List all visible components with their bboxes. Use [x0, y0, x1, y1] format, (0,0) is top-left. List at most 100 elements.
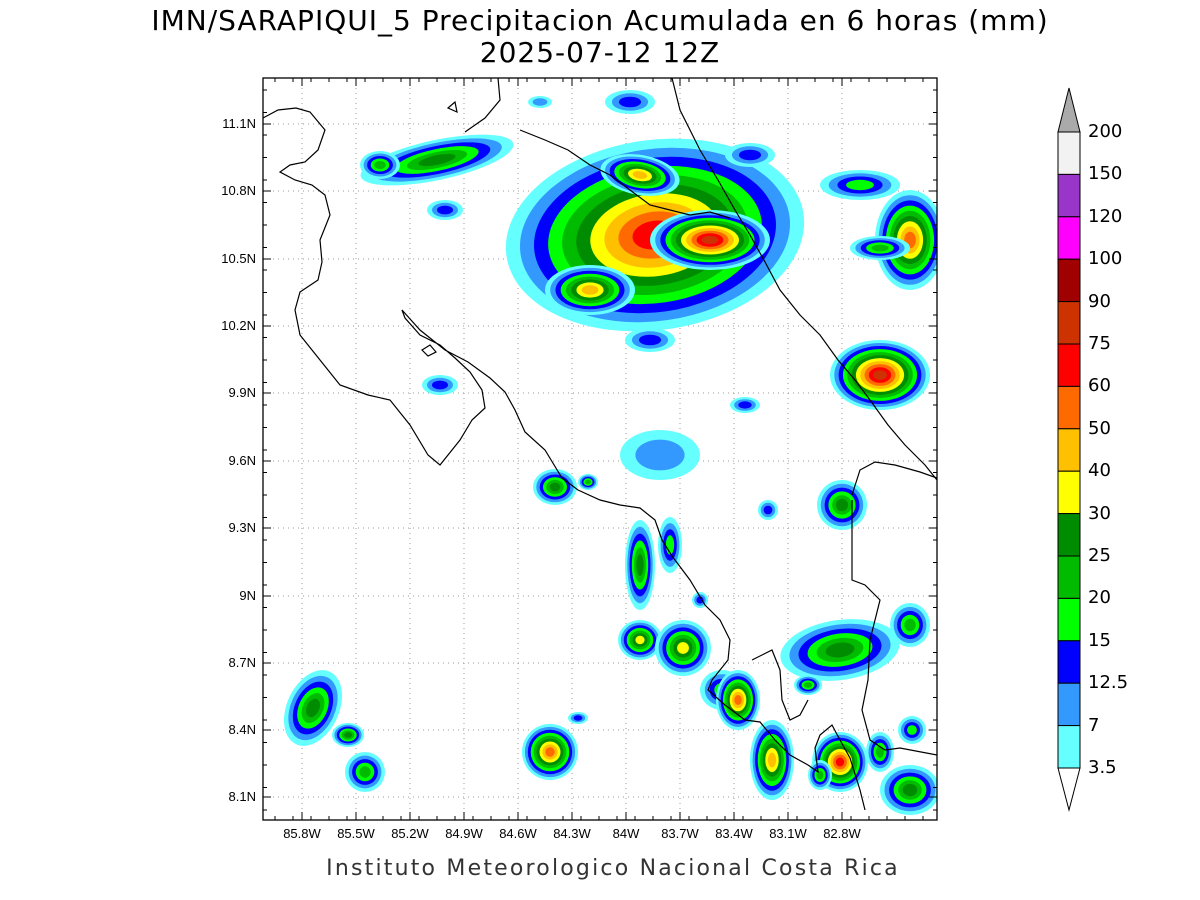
island-1 [421, 344, 437, 357]
colorbar-label: 120 [1088, 205, 1123, 227]
map-date: 2025-07-12 12Z [479, 36, 721, 69]
colorbar-segment [1057, 597, 1081, 642]
precip-contour [305, 698, 321, 718]
coastline-borders [263, 78, 937, 811]
precip-contour [437, 205, 453, 215]
lon-label: 83.7W [661, 826, 699, 841]
colorbar-label: 150 [1088, 163, 1123, 185]
border-panama [851, 461, 937, 496]
precip-contour [359, 766, 371, 778]
colorbar-segment [1057, 173, 1081, 218]
lon-label: 84.9W [445, 826, 483, 841]
lon-label: 85.8W [283, 826, 321, 841]
precip-contour [871, 244, 889, 252]
precip-contour [701, 235, 719, 245]
colorbar-segment [1057, 216, 1081, 260]
colorbar [1057, 87, 1081, 812]
colorbar-label: 3.5 [1088, 757, 1117, 778]
colorbar-label: 30 [1088, 502, 1111, 524]
map-frame [262, 77, 938, 821]
lat-label: 9.6N [228, 453, 256, 468]
map-title: IMN/SARAPIQUI_5 Precipitacion Acumulada … [151, 4, 1049, 37]
border-nicaragua [464, 78, 501, 133]
colorbar-segment [1057, 640, 1081, 684]
precip-contour [549, 482, 561, 492]
colorbar-label: 7 [1088, 714, 1100, 736]
precip-contour [804, 682, 812, 688]
precip-contour [636, 554, 644, 576]
lat-label: 10.2N [221, 318, 256, 333]
colorbar-label: 200 [1088, 121, 1123, 142]
precip-contour [532, 98, 548, 106]
colorbar-segment [1057, 385, 1081, 430]
lat-label: 8.1N [228, 789, 256, 804]
precip-contour [374, 161, 386, 169]
colorbar-under-arrow [1057, 767, 1081, 812]
colorbar-segment [1057, 725, 1081, 769]
precip-contour [585, 479, 591, 485]
precip-contour [846, 179, 874, 191]
precip-contour [738, 401, 752, 409]
precip-contour [734, 695, 742, 705]
lat-label: 11.1N [222, 116, 256, 131]
lat-label: 10.5N [221, 251, 256, 266]
footer-credit: Instituto Meteorologico Nacional Costa R… [326, 856, 900, 881]
border-panama-2 [851, 500, 937, 756]
precip-contour [618, 96, 642, 108]
colorbar-label: 15 [1088, 629, 1111, 651]
precip-contour [876, 746, 884, 758]
precip-contour [835, 498, 849, 512]
colorbar-label: 75 [1088, 333, 1111, 354]
lat-label: 9.3N [228, 520, 256, 535]
precip-contour [738, 149, 762, 161]
colorbar-label: 50 [1088, 417, 1111, 439]
precip-contour [904, 618, 916, 632]
precip-contour [696, 596, 704, 604]
lon-label: 83.4W [715, 826, 753, 841]
colorbar-label: 12.5 [1088, 672, 1129, 694]
colorbar-segment [1057, 301, 1081, 345]
colorbar-label: 25 [1088, 545, 1111, 566]
colorbar-segment [1057, 513, 1081, 557]
colorbar-label: 90 [1088, 290, 1111, 312]
colorbar-label: 40 [1088, 460, 1111, 482]
lat-label: 9.9N [228, 385, 256, 400]
lon-label: 82.8W [823, 826, 861, 841]
colorbar-segment [1057, 470, 1081, 515]
border-nicaragua-2 [519, 129, 731, 219]
precip-contour [418, 153, 456, 167]
colorbar-segment [1057, 682, 1081, 727]
colorbar-segment [1057, 131, 1081, 175]
lon-label: 84.6W [499, 826, 537, 841]
pacific-coastline [263, 107, 866, 811]
precip-contour [677, 642, 689, 654]
colorbar-segment [1057, 343, 1081, 387]
colorbar-segment [1057, 258, 1081, 303]
precipitation-fields [283, 90, 937, 815]
precip-contour [873, 370, 887, 380]
lon-label: 84.3W [553, 826, 591, 841]
precip-contour [835, 757, 845, 767]
precip-contour [635, 635, 645, 645]
colorbar-label: 20 [1088, 587, 1111, 609]
precip-contour [545, 747, 555, 757]
precip-contour [581, 285, 599, 295]
precip-contour [767, 752, 777, 768]
lat-label: 8.4N [228, 722, 256, 737]
lon-label: 83.1W [769, 826, 807, 841]
precip-contour [902, 783, 918, 797]
precip-contour [763, 505, 773, 515]
axis-ticks [263, 78, 937, 820]
colorbar-label: 100 [1088, 248, 1123, 270]
lon-label: 84W [612, 826, 640, 841]
caribbean-coastline [671, 78, 937, 481]
border-panama-3 [751, 649, 809, 721]
precip-contour [825, 642, 855, 658]
lat-label: 9N [239, 588, 256, 603]
precip-contour [344, 732, 352, 738]
lat-label: 10.8N [221, 183, 256, 198]
lat-label: 8.7N [228, 655, 256, 670]
lon-label: 85.2W [391, 826, 429, 841]
colorbar-segment [1057, 555, 1081, 599]
